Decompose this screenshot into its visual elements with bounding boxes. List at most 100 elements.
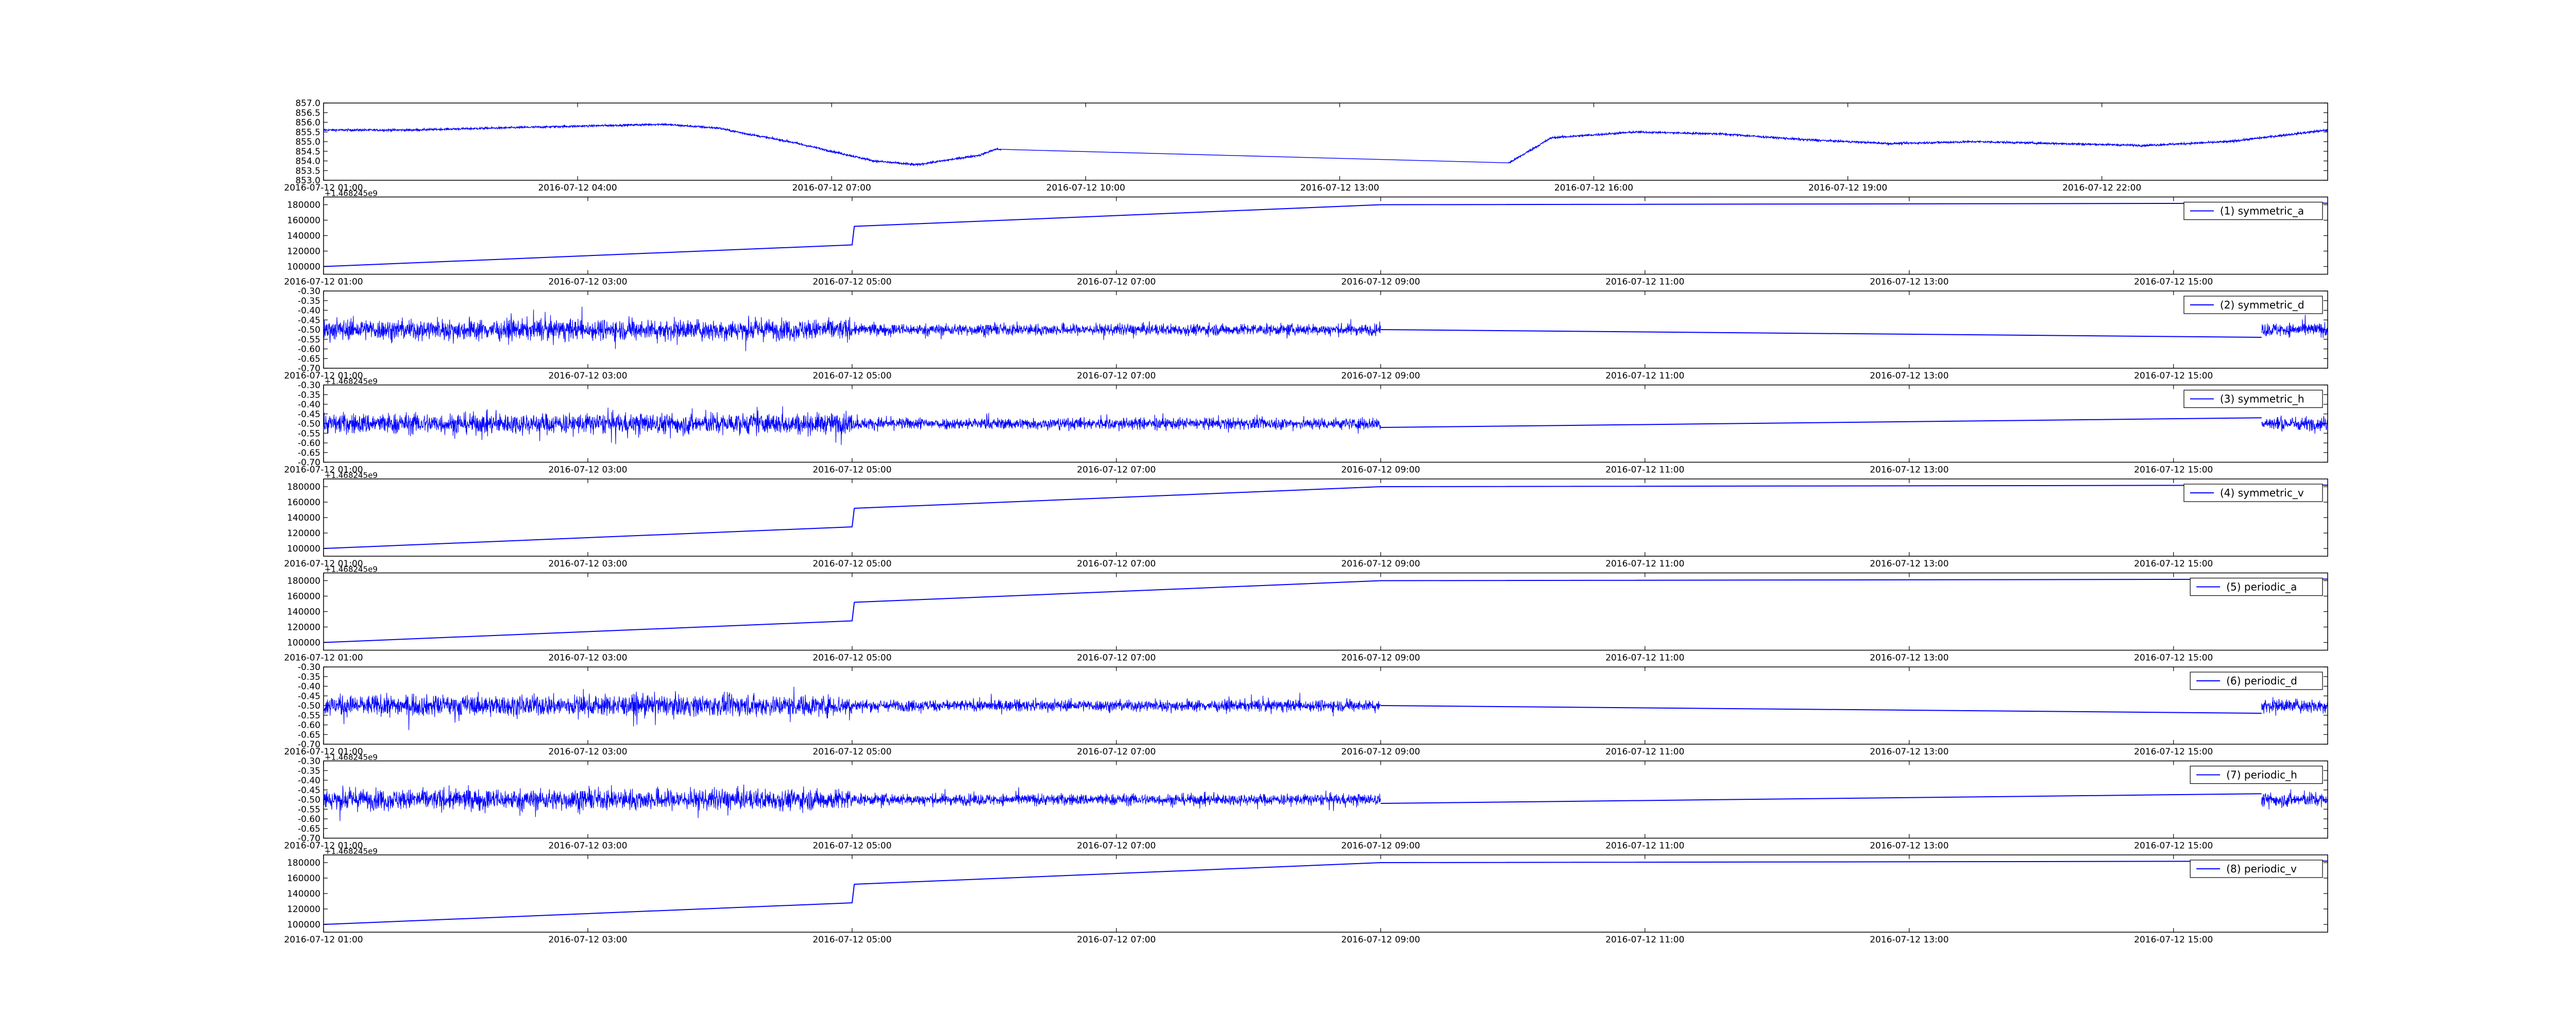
plot-area bbox=[324, 202, 2328, 267]
axes-frame bbox=[323, 572, 2328, 651]
subplot-8: -0.70-0.65-0.60-0.55-0.50-0.45-0.40-0.35… bbox=[284, 753, 2328, 851]
series-noise-band bbox=[324, 306, 853, 351]
x-tick-label: 2016-07-12 07:00 bbox=[1077, 747, 1156, 757]
y-tick-label: 100000 bbox=[287, 920, 320, 930]
x-tick-label: 2016-07-12 03:00 bbox=[548, 747, 627, 757]
y-tick-label: -0.70 bbox=[298, 364, 320, 374]
series-line bbox=[324, 578, 2328, 643]
x-tick-label: 2016-07-12 13:00 bbox=[1870, 935, 1948, 945]
x-tick-label: 2016-07-12 15:00 bbox=[2134, 935, 2213, 945]
x-tick-label: 2016-07-12 01:00 bbox=[284, 935, 363, 945]
series-noise-band bbox=[2261, 789, 2328, 810]
x-tick-label: 2016-07-12 03:00 bbox=[548, 559, 627, 569]
y-tick-label: -0.45 bbox=[298, 409, 320, 420]
x-tick-label: 2016-07-12 07:00 bbox=[1077, 277, 1156, 287]
subplot-2: 100000 120000 140000 160000 180000 2016-07-12… bbox=[284, 189, 2328, 287]
y-tick-label: -0.65 bbox=[298, 354, 320, 364]
y-tick-label: -0.45 bbox=[298, 691, 320, 701]
x-tick-label: 2016-07-12 11:00 bbox=[1605, 277, 1684, 287]
y-tick-label: -0.55 bbox=[298, 335, 320, 345]
x-tick-label: 2016-07-12 01:00 bbox=[284, 747, 363, 757]
x-tick-label: 2016-07-12 11:00 bbox=[1605, 559, 1684, 569]
y-tick-label: -0.65 bbox=[298, 448, 320, 458]
x-tick-label: 2016-07-12 05:00 bbox=[812, 465, 891, 475]
x-tick-label: 2016-07-12 07:00 bbox=[1077, 935, 1156, 945]
y-tick-label: 140000 bbox=[287, 513, 320, 523]
x-tick-label: 2016-07-12 01:00 bbox=[284, 465, 363, 475]
series-line bbox=[1380, 705, 2262, 714]
series-line bbox=[1380, 329, 2262, 338]
x-tick-label: 2016-07-12 05:00 bbox=[812, 935, 891, 945]
x-tick-label: 2016-07-12 05:00 bbox=[812, 371, 891, 381]
y-tick-label: 854.0 bbox=[295, 157, 320, 167]
y-tick-label: -0.50 bbox=[298, 795, 320, 805]
y-tick-label: 140000 bbox=[287, 607, 320, 617]
y-tick-label: -0.35 bbox=[298, 296, 320, 306]
axes-frame bbox=[323, 854, 2328, 933]
series-noise-band bbox=[852, 787, 1381, 811]
x-tick-label: 2016-07-12 05:00 bbox=[812, 841, 891, 851]
x-tick-label: 2016-07-12 09:00 bbox=[1341, 747, 1420, 757]
x-tick-label: 2016-07-12 07:00 bbox=[1077, 653, 1156, 663]
y-tick-label: 140000 bbox=[287, 889, 320, 899]
y-tick-label: -0.40 bbox=[298, 400, 320, 410]
series-line bbox=[1380, 793, 2262, 804]
axis-offset-label: +1.468245e9 bbox=[325, 471, 378, 480]
x-tick-label: 2016-07-12 15:00 bbox=[2134, 841, 2213, 851]
x-tick-label: 2016-07-12 22:00 bbox=[2062, 183, 2141, 193]
x-tick-label: 2016-07-12 11:00 bbox=[1605, 653, 1684, 663]
x-tick-label: 2016-07-12 09:00 bbox=[1341, 465, 1420, 475]
y-tick-label: 853.0 bbox=[295, 176, 320, 186]
legend-label: (5) periodic_a bbox=[2226, 581, 2297, 593]
legend: (4) symmetric_v bbox=[2183, 484, 2323, 502]
legend-label: (8) periodic_v bbox=[2226, 863, 2297, 875]
y-tick-label: -0.30 bbox=[298, 381, 320, 391]
plot-area bbox=[324, 485, 2328, 549]
legend: (6) periodic_d bbox=[2190, 672, 2323, 690]
y-tick-label: -0.65 bbox=[298, 730, 320, 740]
series-noise-band bbox=[852, 693, 1381, 716]
x-tick-label: 2016-07-12 03:00 bbox=[548, 371, 627, 381]
x-tick-label: 2016-07-12 07:00 bbox=[1077, 559, 1156, 569]
x-tick-label: 2016-07-12 04:00 bbox=[538, 183, 617, 193]
y-tick-label: -0.40 bbox=[298, 682, 320, 692]
y-tick-label: -0.30 bbox=[298, 286, 320, 297]
x-tick-label: 2016-07-12 10:00 bbox=[1046, 183, 1125, 193]
x-tick-label: 2016-07-12 05:00 bbox=[812, 277, 891, 287]
x-tick-label: 2016-07-12 15:00 bbox=[2134, 747, 2213, 757]
x-tick-label: 2016-07-12 13:00 bbox=[1870, 841, 1948, 851]
x-tick-label: 2016-07-12 16:00 bbox=[1554, 183, 1633, 193]
x-tick-label: 2016-07-12 09:00 bbox=[1341, 841, 1420, 851]
axis-offset-label: +1.468245e9 bbox=[325, 565, 378, 574]
y-tick-label: 120000 bbox=[287, 904, 320, 915]
x-tick-label: 2016-07-12 09:00 bbox=[1341, 277, 1420, 287]
x-tick-label: 2016-07-12 07:00 bbox=[1077, 841, 1156, 851]
x-tick-label: 2016-07-12 01:00 bbox=[284, 559, 363, 569]
y-tick-label: -0.60 bbox=[298, 345, 320, 355]
y-tick-label: -0.40 bbox=[298, 306, 320, 316]
series-noise-band bbox=[2261, 415, 2328, 434]
plot-area bbox=[324, 578, 2328, 643]
y-tick-label: 180000 bbox=[287, 200, 320, 211]
x-tick-label: 2016-07-12 03:00 bbox=[548, 465, 627, 475]
y-tick-label: 120000 bbox=[287, 528, 320, 539]
y-tick-label: -0.35 bbox=[298, 672, 320, 682]
subplot-7: -0.70-0.65-0.60-0.55-0.50-0.45-0.40-0.35… bbox=[284, 662, 2328, 757]
y-tick-label: -0.50 bbox=[298, 419, 320, 430]
x-tick-label: 2016-07-12 11:00 bbox=[1605, 841, 1684, 851]
series-noise-band bbox=[2261, 315, 2328, 338]
x-tick-label: 2016-07-12 13:00 bbox=[1870, 371, 1948, 381]
x-tick-label: 2016-07-12 01:00 bbox=[284, 183, 363, 193]
y-tick-label: -0.65 bbox=[298, 824, 320, 834]
y-tick-label: 857.0 bbox=[295, 98, 320, 109]
y-tick-label: -0.70 bbox=[298, 458, 320, 468]
y-tick-label: -0.30 bbox=[298, 757, 320, 767]
y-tick-label: 180000 bbox=[287, 858, 320, 868]
y-tick-label: 855.5 bbox=[295, 127, 320, 138]
legend-label: (7) periodic_h bbox=[2226, 769, 2297, 781]
x-tick-label: 2016-07-12 11:00 bbox=[1605, 935, 1684, 945]
y-tick-label: -0.45 bbox=[298, 315, 320, 325]
x-tick-label: 2016-07-12 13:00 bbox=[1300, 183, 1379, 193]
x-tick-label: 2016-07-12 05:00 bbox=[812, 747, 891, 757]
